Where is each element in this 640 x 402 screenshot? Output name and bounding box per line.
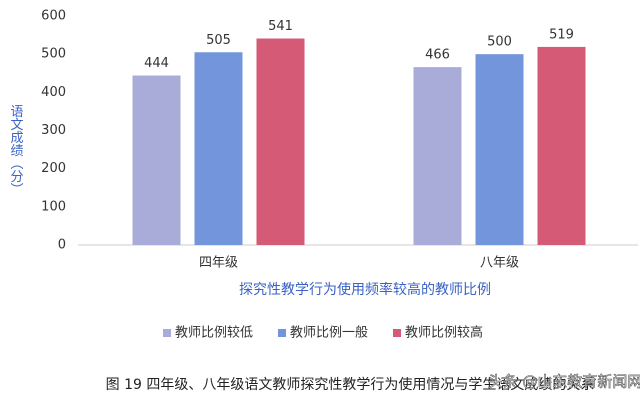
bar — [413, 67, 462, 245]
bar — [132, 75, 181, 245]
y-tick-label: 400 — [41, 85, 66, 100]
y-tick-label: 500 — [41, 47, 66, 62]
data-label: 466 — [425, 48, 450, 63]
data-label: 505 — [206, 33, 231, 48]
data-label: 444 — [144, 56, 169, 71]
bar — [194, 52, 243, 246]
y-axis-title: 语文成绩（分） — [8, 105, 24, 196]
bar — [537, 46, 586, 245]
x-axis-title: 探究性教学行为使用频率较高的教师比例 — [239, 281, 491, 298]
data-label: 500 — [487, 35, 512, 50]
legend-label: 教师比例较低 — [175, 325, 253, 341]
legend-label: 教师比例较高 — [405, 325, 483, 341]
x-tick-label: 四年级 — [199, 256, 238, 271]
legend-label: 教师比例一般 — [290, 325, 368, 341]
x-tick-label: 八年级 — [480, 256, 519, 271]
legend-swatch — [393, 329, 401, 337]
y-tick-label: 300 — [41, 123, 66, 138]
y-tick-label: 600 — [41, 9, 66, 24]
data-label: 519 — [549, 27, 574, 42]
watermark: 头条 @山东教育新闻网 — [488, 373, 640, 391]
y-tick-label: 100 — [41, 199, 66, 214]
bar — [256, 38, 305, 245]
caption: 图 19 四年级、八年级语文教师探究性教学行为使用情况与学生语文成绩的关系 — [106, 376, 595, 393]
y-tick-label: 200 — [41, 161, 66, 176]
bar — [475, 54, 524, 245]
legend-swatch — [278, 329, 286, 337]
data-label: 541 — [268, 19, 293, 34]
legend-swatch — [163, 329, 171, 337]
y-tick-label: 0 — [58, 238, 66, 253]
